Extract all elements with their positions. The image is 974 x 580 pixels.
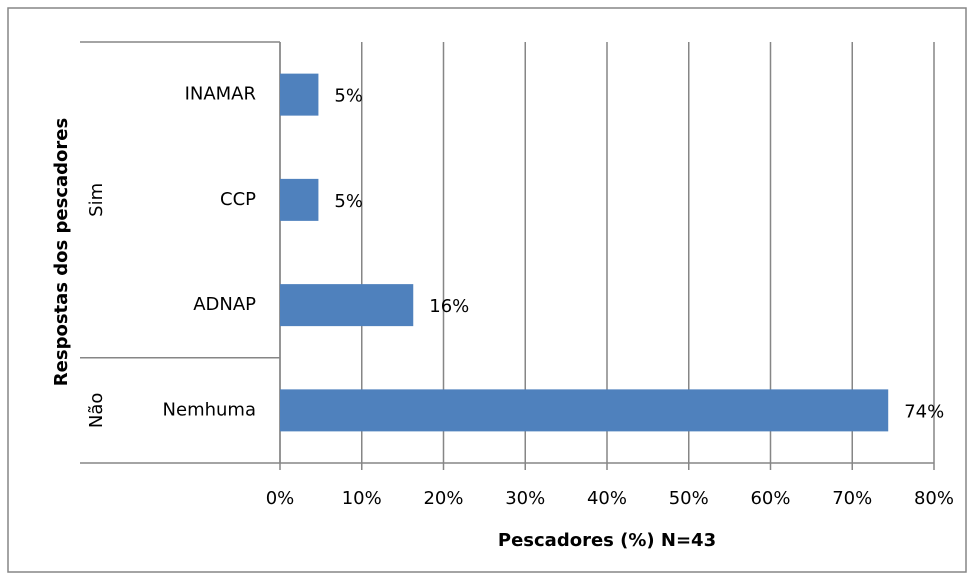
y-tick-label: INAMAR	[185, 84, 256, 105]
x-tick-label: 80%	[914, 488, 954, 509]
x-tick-label: 10%	[342, 488, 382, 509]
x-tick-label: 70%	[832, 488, 872, 509]
data-label: 74%	[904, 401, 944, 422]
group-label: Não	[86, 393, 107, 429]
group-label: Sim	[86, 183, 107, 217]
data-label: 5%	[334, 86, 363, 107]
x-tick-label: 20%	[423, 488, 463, 509]
chart-border	[7, 7, 967, 573]
y-tick-label: Nemhuma	[163, 399, 256, 420]
data-label: 5%	[334, 191, 363, 212]
x-tick-label: 60%	[750, 488, 790, 509]
y-tick-label: CCP	[220, 189, 256, 210]
x-tick-label: 30%	[505, 488, 545, 509]
x-tick-label: 50%	[669, 488, 709, 509]
bar	[280, 284, 414, 327]
data-label: 16%	[429, 296, 469, 317]
bar	[280, 389, 889, 432]
bar	[280, 178, 319, 221]
bar	[280, 73, 319, 116]
x-tick-label: 40%	[587, 488, 627, 509]
x-axis-title: Pescadores (%) N=43	[498, 530, 716, 551]
y-axis-title: Respostas dos pescadores	[51, 118, 72, 386]
x-tick-label: 0%	[266, 488, 295, 509]
y-tick-label: ADNAP	[193, 294, 256, 315]
